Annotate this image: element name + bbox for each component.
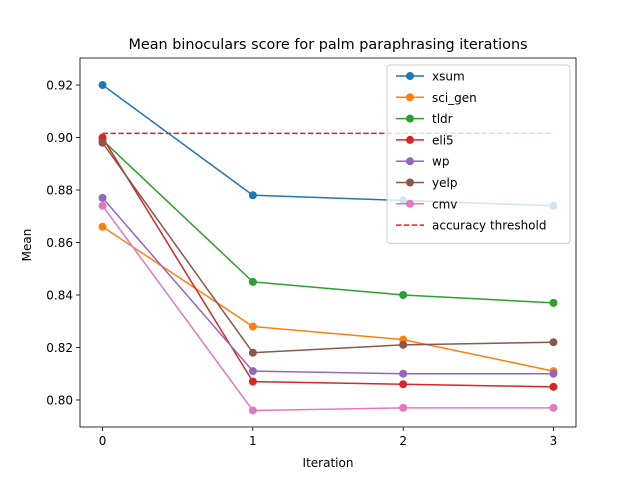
data-point-xsum-0 bbox=[98, 81, 107, 90]
data-point-cmv-3 bbox=[549, 403, 558, 412]
series-line-tldr bbox=[102, 139, 554, 304]
data-point-sci_gen-1 bbox=[248, 322, 257, 331]
series-line-eli5 bbox=[101, 137, 554, 388]
y-axis-label: Mean bbox=[20, 229, 34, 262]
y-tick-label: 0.86 bbox=[46, 236, 73, 250]
x-tick-label: 2 bbox=[399, 434, 407, 448]
x-tick-label: 3 bbox=[550, 434, 558, 448]
series-line-sci_gen bbox=[102, 226, 554, 372]
y-tick-label: 0.88 bbox=[46, 184, 73, 198]
data-point-yelp-0 bbox=[98, 138, 107, 147]
legend-marker-xsum bbox=[406, 72, 414, 80]
data-point-wp-0 bbox=[98, 193, 107, 202]
data-point-sci_gen-0 bbox=[98, 222, 107, 231]
data-point-yelp-2 bbox=[399, 340, 408, 349]
x-axis-label: Iteration bbox=[303, 456, 354, 470]
data-point-eli5-2 bbox=[399, 380, 408, 389]
legend-label: tldr bbox=[432, 112, 453, 126]
chart-title: Mean binoculars score for palm paraphras… bbox=[128, 37, 527, 53]
x-tick-label: 0 bbox=[99, 434, 107, 448]
x-tick-label: 1 bbox=[249, 434, 257, 448]
data-point-wp-1 bbox=[248, 367, 257, 376]
data-point-wp-3 bbox=[549, 369, 558, 378]
legend-label: yelp bbox=[432, 176, 457, 190]
data-point-tldr-1 bbox=[248, 277, 257, 286]
legend-marker-cmv bbox=[406, 199, 414, 208]
data-point-cmv-2 bbox=[399, 403, 408, 412]
legend-label: xsum bbox=[432, 70, 465, 84]
legend-marker-eli5 bbox=[406, 135, 414, 144]
y-tick-label: 0.90 bbox=[46, 131, 73, 145]
data-point-cmv-0 bbox=[98, 201, 107, 210]
y-tick-label: 0.80 bbox=[46, 393, 73, 407]
legend-marker-tldr bbox=[406, 114, 414, 123]
data-point-eli5-3 bbox=[549, 382, 558, 391]
legend-label: wp bbox=[432, 155, 449, 169]
legend-marker-wp bbox=[406, 157, 414, 166]
data-point-cmv-1 bbox=[248, 406, 257, 415]
data-point-xsum-1 bbox=[248, 191, 257, 200]
legend-label: eli5 bbox=[432, 133, 454, 147]
data-point-tldr-2 bbox=[399, 290, 408, 299]
series-line-yelp bbox=[101, 142, 554, 354]
legend-marker-sci_gen bbox=[406, 93, 414, 102]
legend-label: accuracy threshold bbox=[432, 219, 546, 233]
legend-label: sci_gen bbox=[432, 91, 477, 105]
y-tick-label: 0.84 bbox=[46, 288, 73, 302]
data-point-yelp-1 bbox=[248, 348, 257, 357]
legend-box bbox=[386, 64, 571, 244]
y-tick-label: 0.82 bbox=[46, 341, 73, 355]
series-line-wp bbox=[101, 197, 554, 375]
axes: 0 1 2 3 0.80 0.82 0.84 0.86 0.88 0.90 0.92 bbox=[46, 57, 577, 448]
data-point-tldr-3 bbox=[549, 298, 558, 307]
series-line-cmv bbox=[101, 205, 554, 412]
data-point-wp-2 bbox=[399, 369, 408, 378]
legend-label: cmv bbox=[432, 197, 457, 211]
legend-marker-yelp bbox=[406, 178, 414, 187]
data-point-eli5-1 bbox=[248, 377, 257, 386]
data-point-yelp-3 bbox=[549, 338, 558, 347]
y-tick-label: 0.92 bbox=[46, 79, 73, 93]
